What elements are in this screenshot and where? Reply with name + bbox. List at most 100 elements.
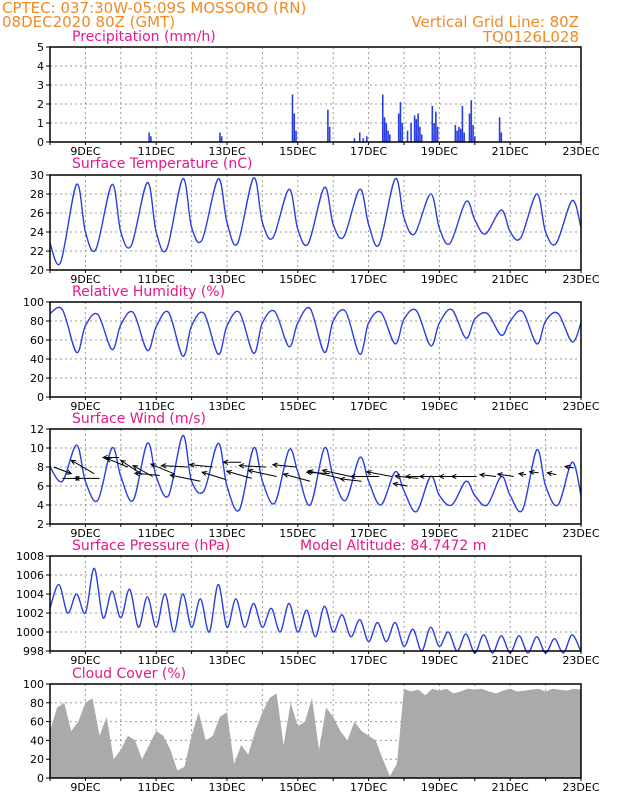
humidity-xtick-label: 11DEC [138,400,175,413]
wind-vector [308,470,341,479]
cloud-xtick-label: 21DEC [492,781,529,794]
wind-xtick-label: 23DEC [562,527,599,540]
pressure-ytick-label: 1004 [16,588,44,601]
wind-vector [226,470,252,479]
precip-bar [461,105,464,142]
humidity-xtick-label: 13DEC [208,400,245,413]
precip-bar [358,132,361,142]
wind-vector [393,483,408,487]
cloud-ytick-label: 40 [30,734,44,747]
wind-arrowhead [133,470,140,477]
wind-arrowhead [546,471,553,477]
pressure-ytick-label: 1002 [16,607,44,620]
wind-arrowhead [119,459,126,465]
precip-bar [420,134,423,142]
wind-vector [480,474,497,477]
precip-bar [401,123,404,142]
wind-xtick-label: 9DEC [70,527,100,540]
wind-vector [106,457,129,468]
pressure-xtick-label: 11DEC [138,654,175,667]
temperature-xtick-label: 13DEC [208,273,245,286]
wind-arrowhead [496,472,503,478]
precip-bar [459,128,462,142]
pressure-title: Surface Pressure (hPa) [72,538,230,554]
cloud-area [50,688,581,778]
humidity-ytick-label: 40 [30,353,44,366]
precip-bar [458,126,460,142]
wind-vector [70,459,95,475]
wind-arrowhead [169,473,176,479]
cloud-ytick-label: 80 [30,697,44,710]
wind-xtick-label: 19DEC [421,527,458,540]
cloud-xtick-label: 13DEC [208,781,245,794]
pressure-panel: 998 1000 1002 1004 1006 1008 9DEC 11DEC 13DEC 15D… [16,550,600,667]
cloud-frame [49,683,582,779]
wind-arrowhead [282,472,289,478]
wind-xtick-label: 21DEC [492,527,529,540]
pressure-xtick-label: 19DEC [421,654,458,667]
precip-xtick-label: 17DEC [350,145,387,158]
precip-bar [470,100,473,142]
humidity-xtick-label: 15DEC [279,400,316,413]
precip-bar [419,126,421,142]
wind-vector [120,459,143,476]
precip-bar [383,117,386,142]
wind-ytick-label: 10 [30,442,44,455]
precip-bar [387,130,389,142]
wind-arrowhead [528,469,535,475]
humidity-xtick-label: 21DEC [492,400,529,413]
precip-bar [295,130,297,142]
precip-ytick-label: 3 [37,79,44,92]
temperature-xtick-label: 19DEC [421,273,458,286]
precip-bar [362,138,365,142]
precip-bar [150,136,152,142]
wind-vector [189,464,213,468]
humidity-ytick-label: 100 [23,296,44,309]
pressure-xtick-label: 21DEC [492,654,529,667]
precip-bar [219,132,221,142]
precip-bar [148,132,150,142]
temperature-panel: 20 22 24 26 28 30 9DEC 11DEC 13DEC 15DEC 17DEC 19DE… [30,169,600,286]
header-location: CPTEC: 037:30W-05:09S MOSSORO (RN) [2,0,306,17]
wind-arrowhead [339,476,346,482]
temperature-ytick-label: 26 [30,207,44,220]
wind-vector [283,473,311,482]
precip-xtick-label: 23DEC [562,145,599,158]
wind-vector [272,464,297,468]
precip-bar [381,94,384,142]
wind-arrowhead [160,463,167,469]
precip-bar [291,94,294,142]
cloud-cover-title: Cloud Cover (%) [72,666,186,682]
header-model-code: TQ0126L028 [482,28,579,46]
wind-ytick-label: 12 [30,423,44,436]
wind-title: Surface Wind (m/s) [72,411,206,427]
precip-bar [415,119,418,142]
wind-xtick-label: 11DEC [138,527,175,540]
precip-bar [220,136,223,142]
temperature-ytick-label: 24 [30,226,44,239]
wind-arrowhead [149,463,156,469]
wind-panel: 2 4 6 8 10 12 9DEC 11DEC 13DEC 15DEC 17DEC 19DEC 21D… [30,423,600,540]
temperature-ytick-label: 22 [30,245,44,258]
temperature-title: Surface Temperature (nC) [72,156,253,172]
cloud-xtick-label: 9DEC [70,781,100,794]
precip-bar [435,111,437,142]
wind-arrowhead [365,470,372,476]
pressure-ytick-label: 1000 [16,626,44,639]
precip-xtick-label: 13DEC [208,145,245,158]
cloud-ytick-label: 60 [30,716,44,729]
precip-ytick-label: 4 [37,60,44,73]
wind-arrowhead [450,473,457,480]
wind-arrowhead [132,465,139,470]
model-altitude: Model Altitude: 84.7472 m [300,538,486,554]
wind-arrowhead [66,469,73,475]
temperature-ytick-label: 30 [30,169,44,182]
wind-vector [547,472,557,476]
pressure-frame [49,555,582,652]
wind-arrowhead [321,468,328,474]
pressure-ytick-label: 1006 [16,569,44,582]
precip-bar [353,138,356,142]
pressure-xtick-label: 13DEC [208,654,245,667]
precip-bar [468,113,471,142]
precip-bar [389,134,391,142]
